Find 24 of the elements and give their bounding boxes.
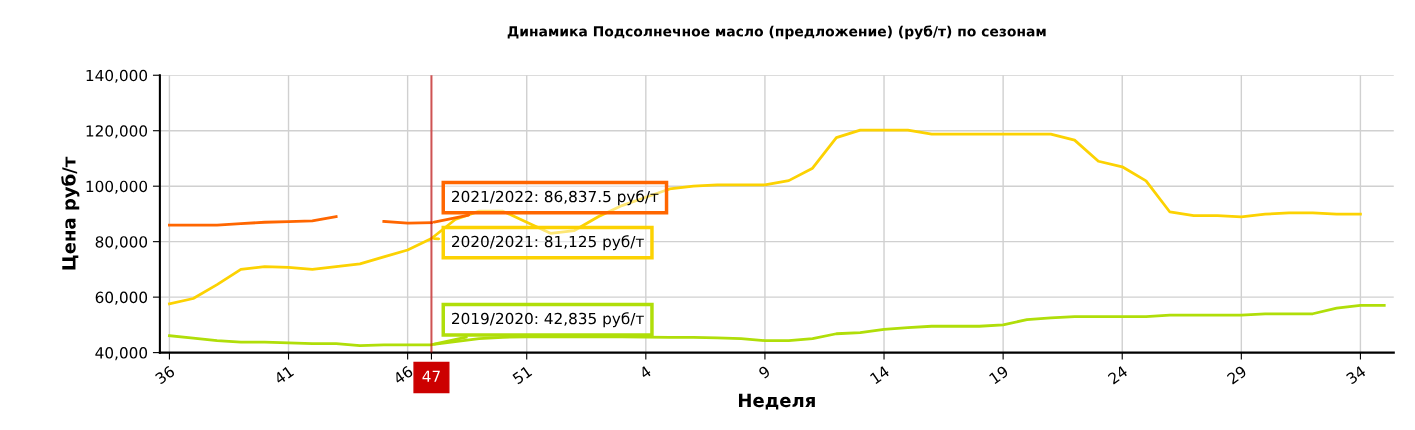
annotation: 2019/2020: 42,835 руб/т — [452, 312, 644, 328]
y-axis-title: Цена руб/т — [61, 156, 80, 270]
y-tick-label: 120,000 — [86, 125, 148, 139]
x-tick-label: 36 — [154, 365, 176, 385]
x-tick-label: 19 — [988, 365, 1010, 385]
x-axis-title: Неделя — [738, 393, 815, 410]
x-tick-label: 47 — [422, 370, 440, 382]
x-tick-label: 41 — [273, 365, 295, 385]
y-tick-label: 100,000 — [86, 180, 148, 194]
y-tick-label: 80,000 — [95, 236, 148, 250]
x-tick-label: 9 — [757, 365, 771, 380]
x-tick-label: 4 — [638, 365, 652, 380]
chart-title: Динамика Подсолнечное масло (предложение) (руб/т) по сезонам — [507, 25, 1046, 40]
y-tick-label: 60,000 — [95, 291, 148, 305]
x-tick-label: 14 — [869, 365, 890, 385]
annotation: 2020/2021: 81,125 руб/т — [452, 235, 644, 251]
x-tick-label: 34 — [1345, 365, 1367, 385]
y-tick-label: 40,000 — [95, 347, 148, 361]
x-tick-label: 46 — [392, 365, 414, 385]
annotation: 2021/2022: 86,837.5 руб/т — [452, 190, 659, 206]
x-tick-label: 29 — [1226, 365, 1248, 385]
y-tick-label: 140,000 — [86, 69, 148, 83]
x-tick-label: 51 — [512, 365, 533, 385]
x-tick-label: 24 — [1107, 365, 1129, 385]
